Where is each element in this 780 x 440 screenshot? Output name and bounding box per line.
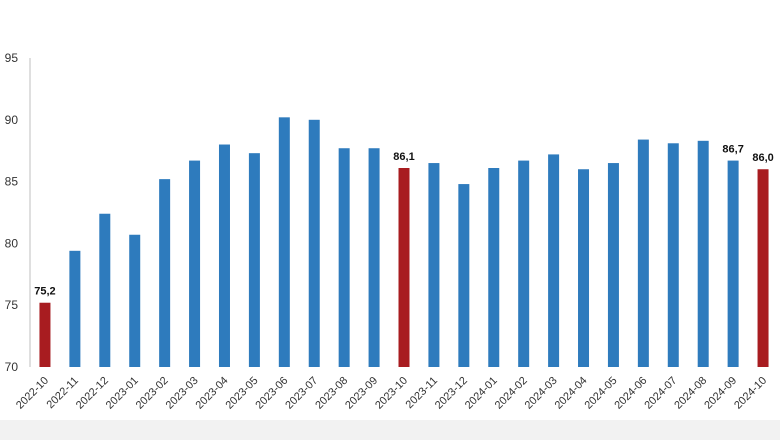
- bar: [99, 213, 111, 367]
- bar: [518, 160, 530, 367]
- bar: [159, 179, 171, 367]
- bar: [398, 168, 410, 367]
- footer-band: [0, 420, 780, 440]
- bar: [368, 148, 380, 367]
- y-tick-label: 80: [5, 236, 19, 250]
- bar: [488, 168, 500, 367]
- bar: [39, 302, 51, 367]
- bar: [428, 163, 440, 367]
- bar: [189, 160, 201, 367]
- bar: [727, 160, 739, 367]
- bar: [278, 117, 290, 367]
- bar: [667, 143, 679, 367]
- x-tick-label: 2022-10: [14, 375, 51, 412]
- bar: [757, 169, 769, 367]
- bar: [308, 119, 320, 367]
- y-tick-label: 70: [5, 360, 19, 374]
- bar: [697, 140, 709, 367]
- data-label: 86,0: [752, 152, 773, 164]
- bar: [548, 154, 560, 367]
- data-label: 75,2: [34, 286, 55, 298]
- bar: [637, 139, 649, 367]
- bar: [248, 153, 260, 367]
- y-tick-label: 90: [5, 113, 19, 127]
- bar: [338, 148, 350, 367]
- bar: [458, 184, 470, 367]
- bar: [129, 234, 141, 367]
- y-tick-label: 85: [5, 175, 19, 189]
- y-tick-label: 95: [5, 51, 19, 65]
- y-tick-label: 75: [5, 298, 19, 312]
- data-label: 86,1: [393, 151, 414, 163]
- bar: [578, 169, 590, 367]
- bar: [607, 163, 619, 367]
- bar: [218, 144, 230, 367]
- data-label: 86,7: [722, 144, 743, 156]
- x-tick-label: 2024-10: [732, 375, 769, 412]
- x-tick-label: 2023-10: [373, 375, 410, 412]
- bar: [69, 250, 81, 367]
